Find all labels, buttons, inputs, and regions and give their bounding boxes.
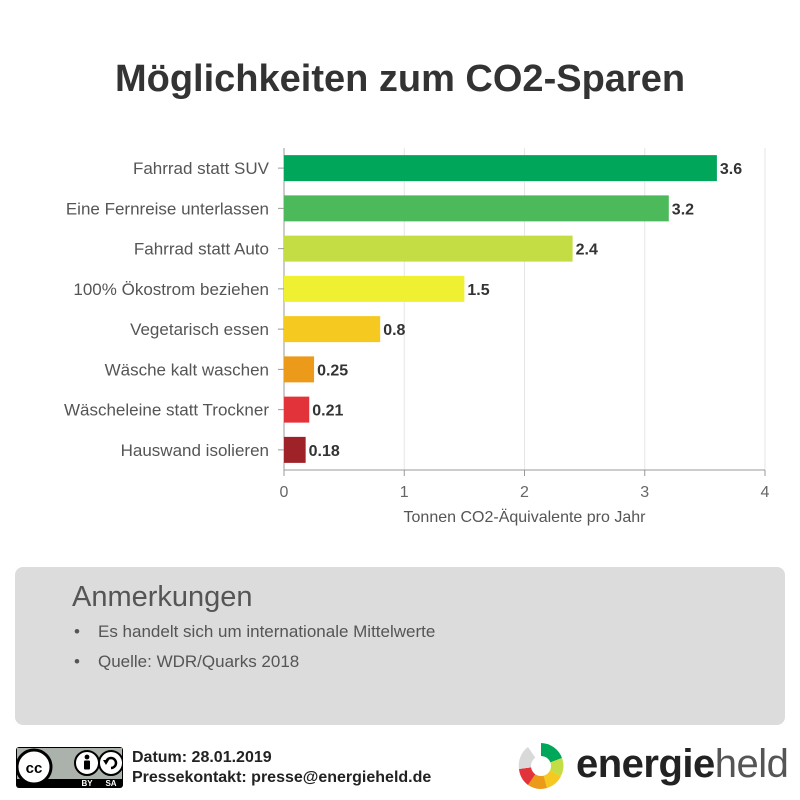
value-label: 1.5 (467, 282, 489, 299)
value-label: 0.25 (317, 362, 348, 379)
category-label: Fahrrad statt Auto (134, 240, 269, 259)
category-label: Wäscheleine statt Trockner (64, 401, 269, 420)
bar (284, 436, 306, 463)
notes-list: • Es handelt sich um internationale Mitte… (72, 617, 435, 677)
x-axis-title: Tonnen CO2-Äquivalente pro Jahr (404, 508, 647, 526)
x-tick-label: 3 (640, 484, 649, 501)
value-label: 0.21 (312, 403, 343, 420)
category-label: Eine Fernreise unterlassen (66, 199, 269, 218)
value-label: 2.4 (576, 242, 598, 259)
value-label: 3.2 (672, 201, 694, 218)
svg-text:cc: cc (26, 760, 43, 777)
bullet-icon: • (74, 622, 80, 641)
x-tick-label: 1 (400, 484, 409, 501)
note-text: Quelle: WDR/Quarks 2018 (98, 652, 300, 671)
bar (284, 356, 315, 383)
cc-license-icon: cc BY SA (16, 748, 123, 788)
category-label: 100% Ökostrom beziehen (73, 280, 269, 299)
date-line: Datum: 28.01.2019 (132, 749, 272, 766)
category-label: Hauswand isolieren (121, 441, 269, 460)
bar (284, 235, 573, 262)
bar (284, 396, 310, 423)
brand-part-2: held (714, 742, 789, 786)
notes-panel: Anmerkungen • Es handelt sich um internat… (15, 567, 785, 725)
note-item: • Es handelt sich um internationale Mitte… (72, 617, 435, 647)
note-text: Es handelt sich um internationale Mittel… (98, 622, 436, 641)
brand-wordmark: energieheld (576, 741, 789, 787)
value-label: 0.18 (309, 443, 340, 460)
svg-text:BY: BY (81, 779, 93, 788)
x-tick-label: 2 (520, 484, 529, 501)
brand-part-1: energie (576, 742, 715, 786)
x-tick-label: 4 (761, 484, 770, 501)
press-contact-line: Pressekontakt: presse@energieheld.de (132, 769, 432, 786)
note-item: • Quelle: WDR/Quarks 2018 (72, 647, 435, 677)
bullet-icon: • (74, 652, 80, 671)
category-label: Vegetarisch essen (130, 320, 269, 339)
x-tick-label: 0 (280, 484, 289, 501)
value-label: 3.6 (720, 161, 742, 178)
value-label: 0.8 (383, 322, 405, 339)
bar (284, 275, 465, 302)
svg-text:SA: SA (105, 779, 116, 788)
category-label: Fahrrad statt SUV (133, 159, 270, 178)
bar (284, 155, 717, 182)
chart-title: Möglichkeiten zum CO2-Sparen (114, 58, 686, 100)
cc-by-sa-license-badge: cc BY SA (16, 747, 123, 788)
footer-info: Datum: 28.01.2019 Pressekontakt: presse@… (132, 748, 431, 788)
category-label: Wäsche kalt waschen (105, 360, 269, 379)
energieheld-logo-icon (518, 743, 564, 789)
bar (284, 316, 381, 343)
notes-heading: Anmerkungen (72, 581, 253, 613)
bar-chart: 0 1 2 3 4 Fahrrad statt SUV 3.6 Eine Fernreise … (64, 148, 770, 526)
bar (284, 195, 669, 222)
